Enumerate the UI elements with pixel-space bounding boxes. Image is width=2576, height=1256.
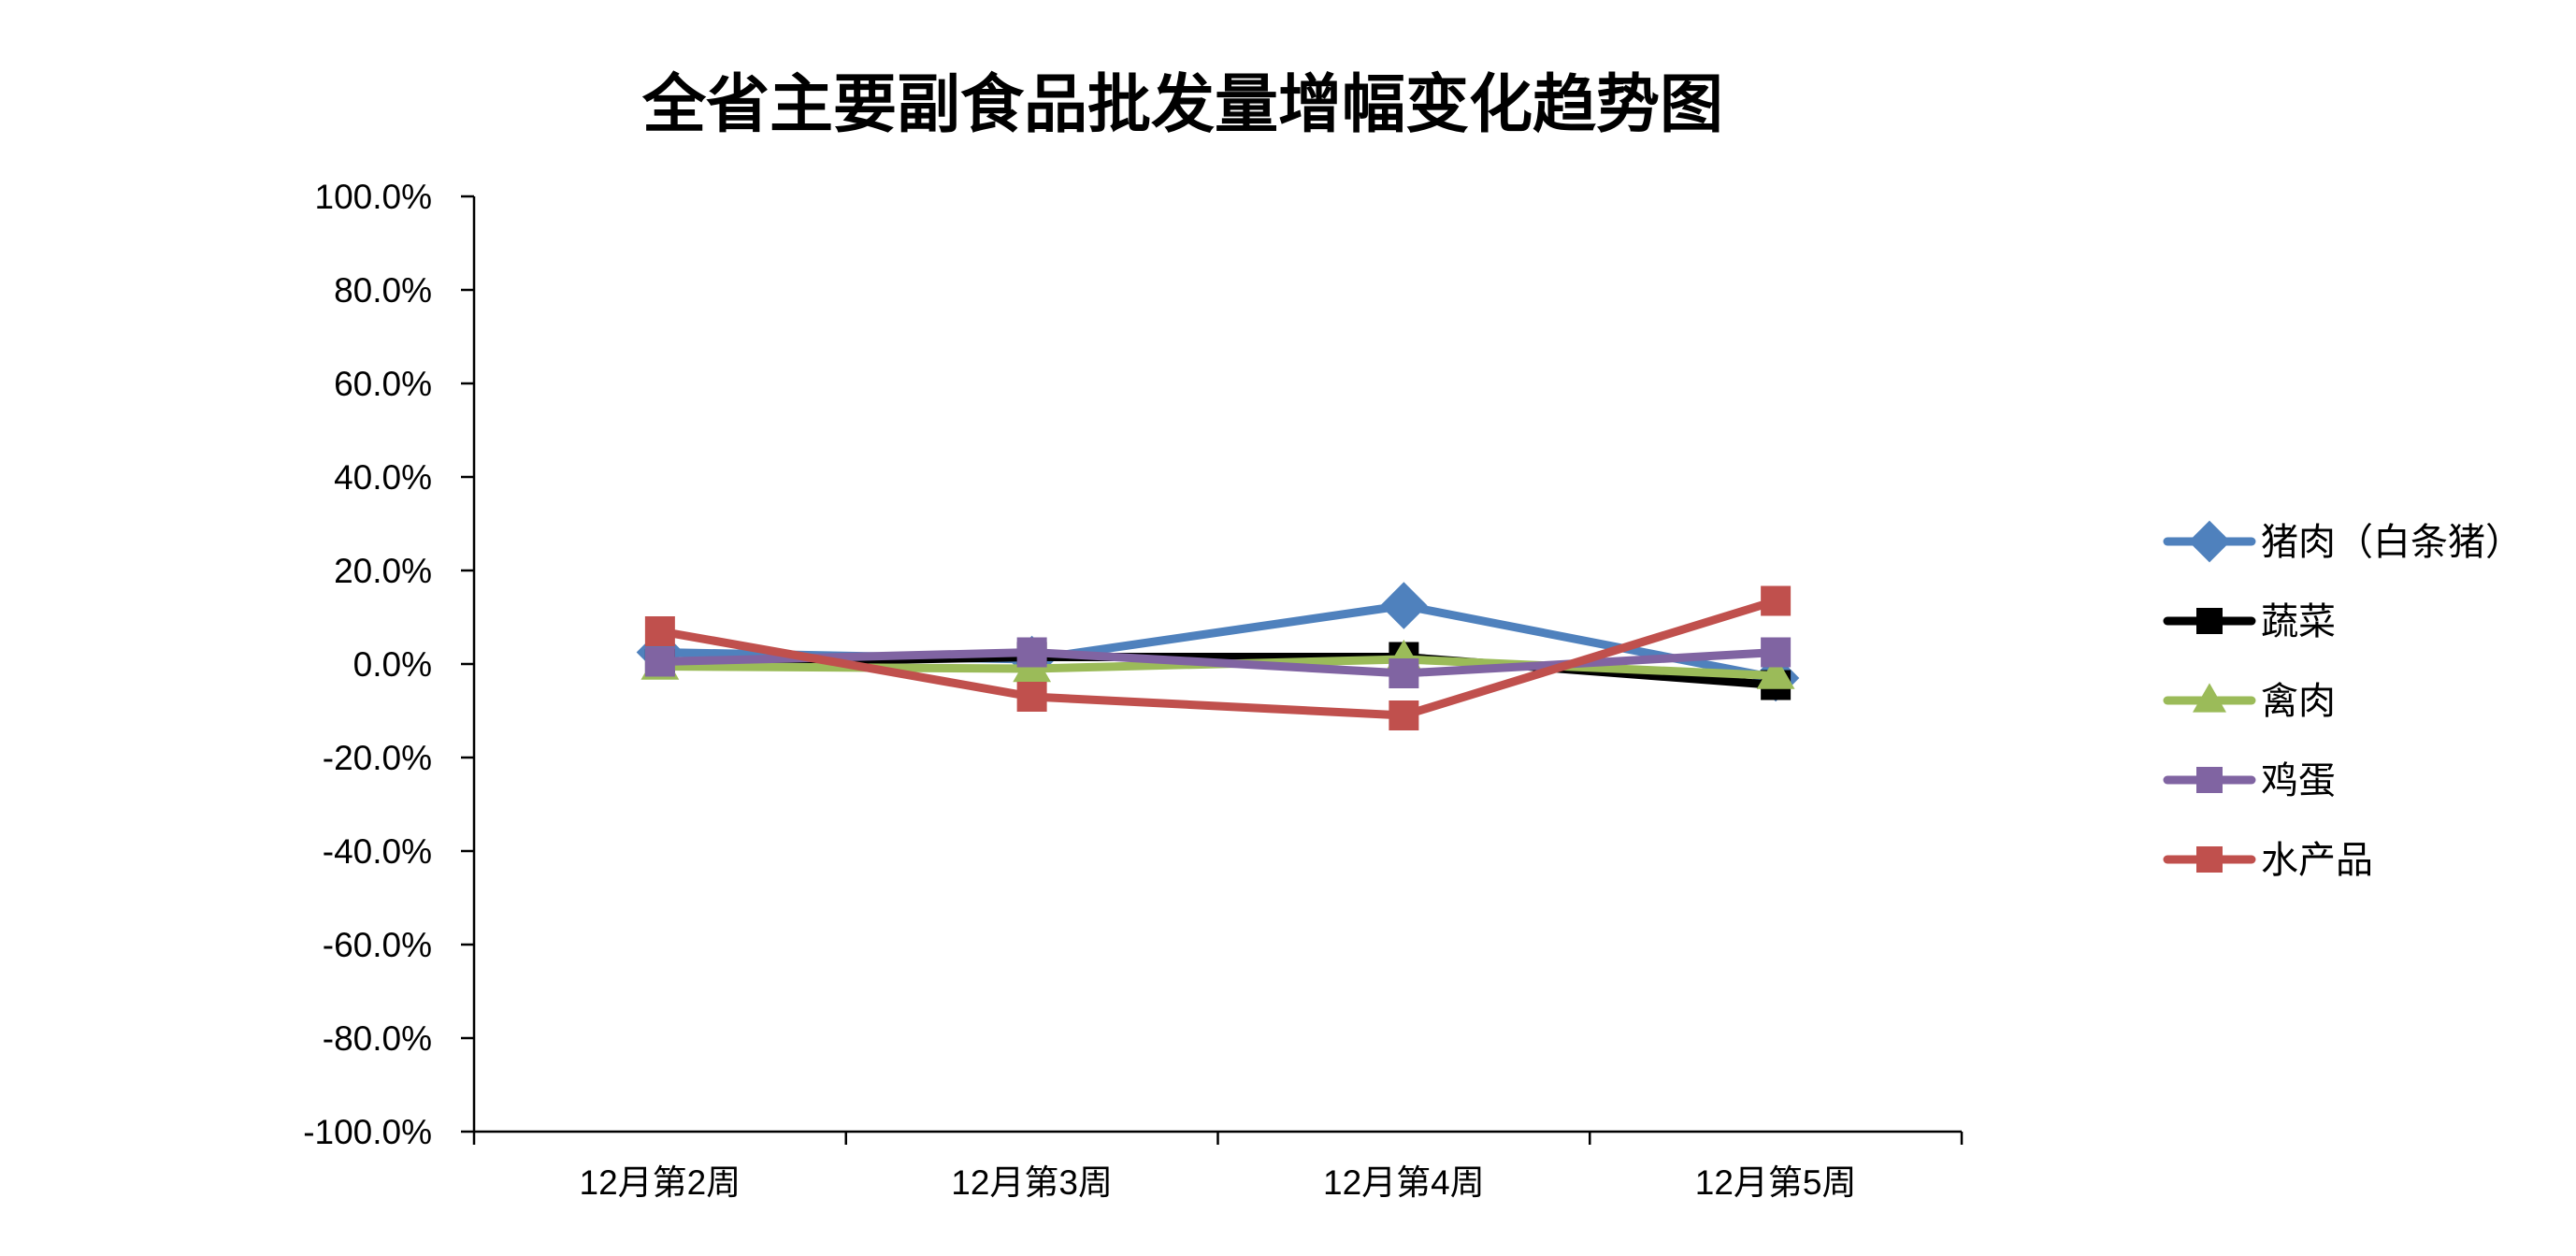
legend-marker bbox=[2188, 520, 2231, 563]
series-lines bbox=[636, 582, 1800, 730]
legend-label: 禽肉 bbox=[2261, 680, 2336, 723]
legend-item[interactable]: 禽肉 bbox=[2163, 680, 2336, 723]
y-tick-label: 100.0% bbox=[315, 178, 433, 216]
legend-label: 水产品 bbox=[2261, 839, 2373, 882]
x-tick-label: 12月第4周 bbox=[1323, 1163, 1485, 1202]
series-0 bbox=[636, 582, 1800, 702]
data-point bbox=[1016, 682, 1047, 712]
data-point bbox=[1761, 637, 1792, 668]
legend-item[interactable]: 鸡蛋 bbox=[2163, 759, 2336, 802]
y-tick-label: -40.0% bbox=[323, 832, 432, 871]
series-3 bbox=[644, 637, 1792, 688]
legend-item[interactable]: 水产品 bbox=[2163, 839, 2373, 882]
chart-title: 全省主要副食品批发量增幅变化趋势图 bbox=[641, 67, 1723, 142]
axes: -100.0% -80.0% -60.0% -40.0% -20.0% 0.0% 20.0%… bbox=[303, 178, 1964, 1202]
y-tick-label: -20.0% bbox=[323, 739, 432, 777]
y-tick-label: 80.0% bbox=[334, 271, 432, 310]
data-point bbox=[644, 646, 675, 677]
legend-label: 猪肉（白条猪） bbox=[2261, 521, 2523, 564]
legend-marker bbox=[2196, 846, 2223, 873]
legend-item[interactable]: 猪肉（白条猪） bbox=[2163, 520, 2523, 564]
legend-label: 蔬菜 bbox=[2261, 600, 2336, 643]
legend-label: 鸡蛋 bbox=[2261, 759, 2336, 802]
series-line bbox=[655, 648, 1780, 678]
data-point bbox=[1016, 637, 1047, 668]
y-tick-label: 20.0% bbox=[334, 552, 432, 590]
y-tick-label: -100.0% bbox=[303, 1113, 432, 1151]
data-point bbox=[1380, 582, 1428, 629]
legend-marker bbox=[2196, 608, 2223, 634]
series-line bbox=[655, 597, 1780, 720]
legend-marker bbox=[2196, 767, 2223, 793]
x-tick-label: 12月第5周 bbox=[1695, 1163, 1857, 1202]
y-tick-label: -60.0% bbox=[323, 926, 432, 964]
series-4 bbox=[644, 585, 1792, 730]
legend-marker bbox=[2193, 683, 2226, 713]
data-point bbox=[1389, 700, 1419, 730]
y-tick-label: 60.0% bbox=[334, 365, 432, 403]
data-point bbox=[1756, 656, 1795, 689]
y-tick-label: 40.0% bbox=[334, 458, 432, 497]
data-point bbox=[644, 616, 675, 646]
y-tick-label: -80.0% bbox=[323, 1019, 432, 1058]
data-point bbox=[1389, 658, 1419, 688]
legend-item[interactable]: 蔬菜 bbox=[2163, 600, 2336, 643]
data-point bbox=[1761, 585, 1792, 616]
x-tick-label: 12月第3周 bbox=[951, 1163, 1113, 1202]
y-tick-label: 0.0% bbox=[353, 645, 432, 684]
x-tick-label: 12月第2周 bbox=[580, 1163, 741, 1202]
